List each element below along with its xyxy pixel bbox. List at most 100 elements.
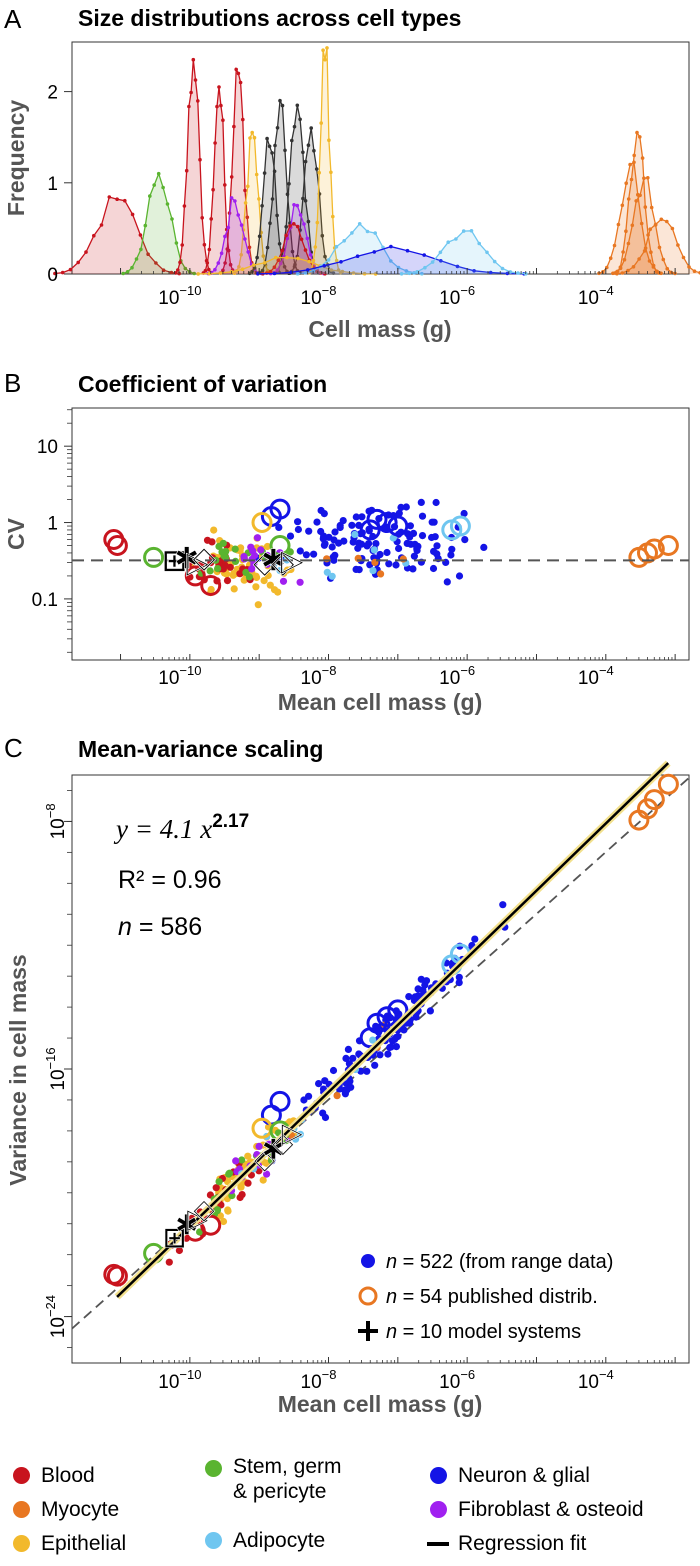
- cv-point: [264, 571, 272, 580]
- distribution-point: [308, 253, 313, 257]
- cv-point: [407, 540, 415, 548]
- cv-point: [369, 567, 377, 575]
- distribution-point: [626, 268, 630, 273]
- distribution-point: [139, 247, 143, 252]
- distribution-point: [287, 182, 291, 186]
- distribution-point: [134, 257, 139, 261]
- model-system-marker: ◇: [271, 546, 294, 581]
- distribution-point: [642, 249, 647, 253]
- distribution-point: [687, 265, 691, 269]
- distribution-point: [138, 233, 143, 237]
- panel-c-x-ticks: 10−10 10−8 10−6 10−4: [120, 1357, 676, 1393]
- distribution-point: [399, 272, 404, 276]
- y-tick-label: 0: [47, 265, 58, 286]
- distribution-point: [275, 126, 280, 130]
- distribution-point: [631, 265, 636, 269]
- distribution-point: [639, 221, 644, 226]
- cv-point: [203, 536, 212, 544]
- distribution-point: [670, 226, 675, 231]
- variance-published-point: [643, 789, 665, 811]
- distribution-point: [306, 219, 311, 224]
- distribution-point: [298, 117, 302, 122]
- panel-c-y-ticks: 10−24 10−16 10−8: [43, 790, 72, 1348]
- variance-point: [225, 1170, 233, 1178]
- cv-point: [253, 573, 261, 582]
- y-tick-label: 0.1: [32, 590, 58, 611]
- distribution-point: [148, 194, 152, 198]
- distribution-point: [260, 204, 264, 208]
- distribution-point: [219, 103, 223, 108]
- variance-point: [255, 1142, 263, 1150]
- cv-published-point: [376, 512, 398, 533]
- panel-a-frame: [71, 41, 690, 275]
- cv-point: [210, 526, 218, 534]
- variance-point: [238, 1191, 246, 1199]
- x-tick-label: 10−6: [439, 663, 475, 689]
- distribution-point: [262, 261, 267, 265]
- distribution-point: [676, 243, 680, 247]
- x-tick-label: 10−4: [578, 283, 614, 309]
- distribution-point: [306, 143, 311, 147]
- variance-published-point: [657, 773, 679, 795]
- distribution-point: [272, 265, 277, 270]
- distribution-point: [99, 223, 104, 227]
- cv-point: [336, 521, 344, 530]
- variance-published-point: [106, 1265, 128, 1287]
- cv-point: [270, 561, 278, 569]
- cv-point: [257, 546, 265, 554]
- cv-point: [245, 573, 253, 581]
- distribution-point: [280, 103, 285, 108]
- distribution-point: [285, 236, 290, 241]
- fit-equation: y = 4.1 x2.17: [113, 811, 249, 844]
- distribution-point: [339, 260, 343, 264]
- variance-point: [333, 1092, 341, 1100]
- distribution-point: [305, 236, 310, 241]
- cv-point: [263, 560, 271, 568]
- distribution-point: [213, 267, 217, 272]
- variance-point: [267, 1157, 276, 1165]
- distribution-point: [277, 242, 282, 246]
- cv-published-point: [143, 546, 165, 568]
- cv-published-point: [200, 575, 222, 596]
- panel-a-distributions: [53, 46, 700, 276]
- distribution-point: [665, 266, 669, 271]
- distribution-point: [238, 80, 243, 85]
- variance-point: [455, 979, 463, 987]
- distribution-point: [203, 268, 208, 273]
- cv-point: [433, 542, 441, 550]
- model-system-marker: ▷: [186, 546, 209, 581]
- cv-point: [328, 543, 336, 551]
- distribution-point: [265, 245, 270, 250]
- distribution-point: [257, 197, 261, 201]
- distribution-point: [107, 195, 112, 199]
- distribution-point: [611, 271, 615, 276]
- distribution-point: [608, 256, 613, 261]
- legend-myocyte-dot: [13, 1501, 30, 1518]
- variance-point: [196, 1228, 204, 1236]
- cv-point: [402, 503, 410, 511]
- fit-equation-text: y = 4.1 x: [113, 814, 212, 844]
- distribution-point: [632, 160, 636, 165]
- category-legend: Blood Myocyte Epithelial Stem, germ & pe…: [0, 1450, 700, 1566]
- x-tick-label: 10−8: [301, 663, 337, 689]
- y-tick-label: 10−16: [43, 1047, 69, 1090]
- cv-published-point: [359, 519, 381, 541]
- panel-b-x-ticks: 10−10 10−8 10−6 10−4: [120, 654, 676, 689]
- distribution-point: [247, 245, 252, 250]
- cv-point: [397, 503, 405, 511]
- cv-point: [406, 522, 414, 530]
- panel-c-frame: [71, 774, 690, 1364]
- model-system-marker: ◇: [192, 540, 215, 575]
- cv-point: [428, 533, 436, 542]
- variance-point: [212, 1184, 220, 1192]
- cv-point: [252, 583, 260, 591]
- cv-point: [443, 578, 451, 586]
- distribution-point: [647, 259, 652, 263]
- cv-point: [429, 564, 438, 573]
- distribution-point: [430, 260, 435, 264]
- distribution-point: [295, 224, 300, 229]
- distribution-point: [260, 268, 265, 273]
- distribution-point: [303, 271, 308, 275]
- distribution-point: [620, 271, 625, 275]
- cv-point: [331, 551, 339, 559]
